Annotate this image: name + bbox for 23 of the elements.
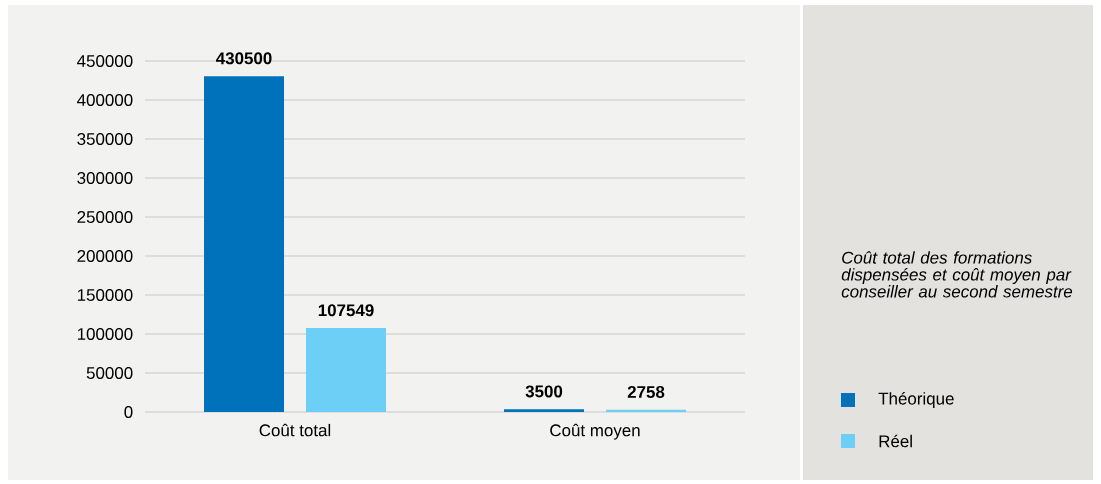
y-tick-label: 450000 (77, 54, 133, 67)
bar (504, 409, 585, 412)
data-label: 2758 (627, 386, 665, 398)
x-tick-label: Coût total (259, 423, 331, 437)
y-tick-label: 0 (124, 405, 133, 418)
y-tick-label: 400000 (77, 93, 133, 106)
y-tick-label: 100000 (77, 327, 133, 340)
y-tick-label: 50000 (86, 366, 133, 379)
y-tick-label: 250000 (77, 210, 133, 223)
y-tick-label: 350000 (77, 132, 133, 145)
x-tick-label: Coût moyen (550, 423, 640, 440)
y-tick-label: 200000 (77, 249, 133, 262)
text: Coût total des formations dispensées et coût moyen par conseiller au second semestre (841, 251, 1073, 298)
data-label: 107549 (318, 304, 374, 317)
y-tick-label: 150000 (77, 288, 133, 301)
data-label: 430500 (216, 52, 272, 65)
legend-label: Théorique (878, 391, 954, 408)
y-tick-label: 300000 (77, 171, 133, 184)
bar (204, 76, 285, 412)
bar (606, 409, 687, 412)
data-label: 3500 (525, 385, 563, 398)
legend-label: Réel (879, 434, 912, 448)
bar (306, 328, 387, 412)
